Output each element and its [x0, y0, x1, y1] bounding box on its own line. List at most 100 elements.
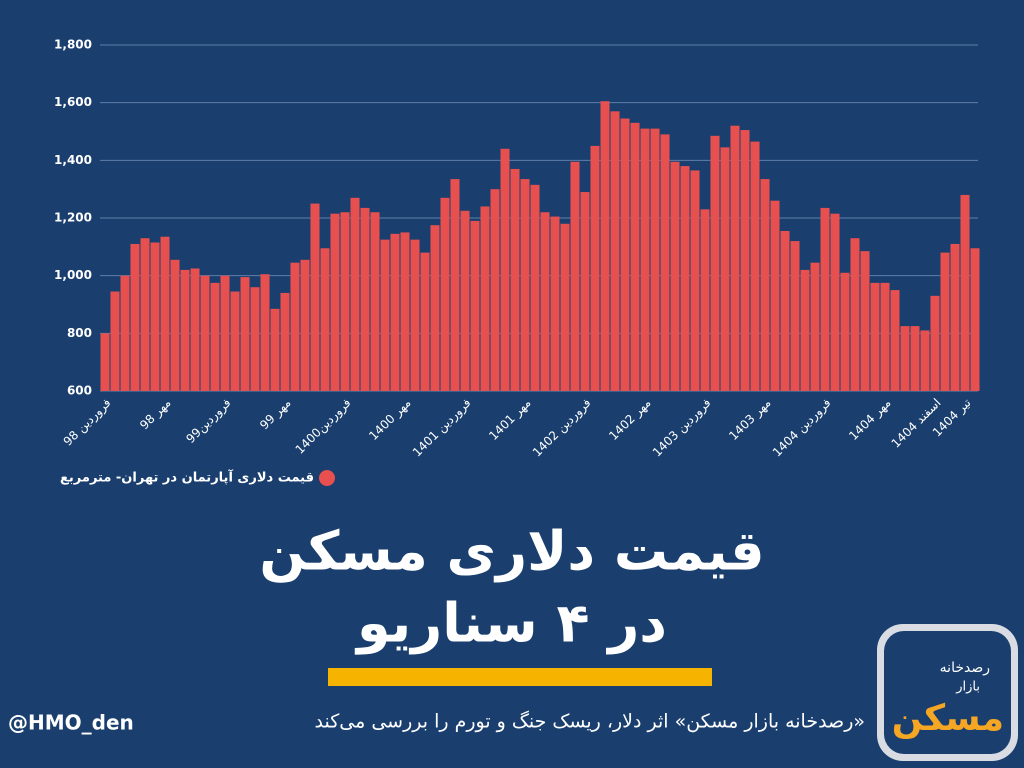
legend-swatch: [319, 470, 335, 486]
y-tick-label: 1,800: [54, 38, 92, 52]
bar: [170, 259, 180, 391]
bar: [610, 111, 620, 392]
bar: [100, 333, 110, 391]
logo-inner: [884, 631, 1011, 754]
bar: [970, 248, 980, 391]
bar: [650, 128, 660, 391]
bar: [310, 203, 320, 391]
bar: [440, 197, 450, 391]
bar: [390, 233, 400, 391]
bar: [280, 292, 290, 391]
bar: [430, 225, 440, 391]
y-tick-label: 1,400: [54, 153, 92, 167]
bar: [220, 275, 230, 391]
bar: [930, 295, 940, 391]
bar: [900, 326, 910, 391]
bar: [530, 184, 540, 391]
y-tick-label: 600: [67, 384, 92, 398]
bar: [790, 241, 800, 391]
bar: [920, 330, 930, 391]
bar: [490, 189, 500, 391]
bar: [120, 275, 130, 391]
bar: [580, 192, 590, 391]
bar: [480, 206, 490, 391]
bar: [470, 220, 480, 391]
bar: [510, 168, 520, 391]
title: قیمت دلاری مسکن: [259, 520, 764, 583]
legend-label: قیمت دلاری آپارتمان در تهران- مترمربع: [60, 469, 314, 486]
bar: [560, 223, 570, 391]
bar: [160, 236, 170, 391]
bar: [130, 243, 140, 391]
bar: [140, 238, 150, 391]
bar: [780, 230, 790, 391]
logo-text: بازار: [955, 680, 980, 695]
bar: [540, 212, 550, 391]
bar: [710, 135, 720, 391]
y-tick-label: 1,000: [54, 268, 92, 282]
bar: [190, 268, 200, 391]
bar: [840, 272, 850, 391]
bar: [550, 216, 560, 391]
bar: [240, 277, 250, 391]
bar: [730, 125, 740, 391]
bar: [520, 179, 530, 391]
bar: [800, 269, 810, 391]
bar: [720, 147, 730, 391]
bar: [850, 238, 860, 391]
bar: [110, 291, 120, 391]
bar: [890, 290, 900, 391]
handle: @HMO_den: [8, 711, 134, 735]
logo-text: مسکن: [892, 698, 1004, 739]
bar: [600, 101, 610, 391]
y-tick-label: 800: [67, 326, 92, 340]
bar: [690, 170, 700, 391]
bar: [410, 239, 420, 391]
y-tick-label: 1,200: [54, 211, 92, 225]
bar: [180, 269, 190, 391]
bar: [500, 148, 510, 391]
bar: [810, 262, 820, 391]
bar: [150, 242, 160, 391]
bar: [270, 308, 280, 391]
bar: [300, 259, 310, 391]
subtitle: «رصدخانه بازار مسکن» اثر دلار، ریسک جنگ …: [315, 711, 865, 733]
bar: [680, 166, 690, 391]
bar: [250, 287, 260, 391]
bar: [740, 130, 750, 391]
bar: [670, 161, 680, 391]
bar: [350, 197, 360, 391]
bar: [320, 248, 330, 391]
title-line2: در ۴ سناریو: [354, 592, 667, 655]
bar: [460, 210, 470, 391]
bar: [330, 213, 340, 391]
bar: [630, 122, 640, 391]
bar: [860, 251, 870, 391]
bar: [770, 200, 780, 391]
bar: [370, 212, 380, 391]
bar: [750, 141, 760, 391]
bar: [820, 207, 830, 391]
bar: [290, 262, 300, 391]
bar: [660, 134, 670, 391]
bar: [590, 145, 600, 391]
bar: [380, 239, 390, 391]
bar: [880, 282, 890, 391]
bar: [700, 209, 710, 391]
bar: [340, 212, 350, 391]
bar: [570, 161, 580, 391]
bar: [960, 194, 970, 391]
bar: [950, 243, 960, 391]
bar: [870, 282, 880, 391]
bar: [260, 274, 270, 391]
bar: [830, 213, 840, 391]
divider: [328, 668, 712, 686]
bar: [420, 252, 430, 391]
bar: [450, 179, 460, 391]
bar: [360, 207, 370, 391]
bar: [230, 291, 240, 391]
bar: [400, 232, 410, 391]
bar: [910, 326, 920, 391]
bar: [940, 252, 950, 391]
